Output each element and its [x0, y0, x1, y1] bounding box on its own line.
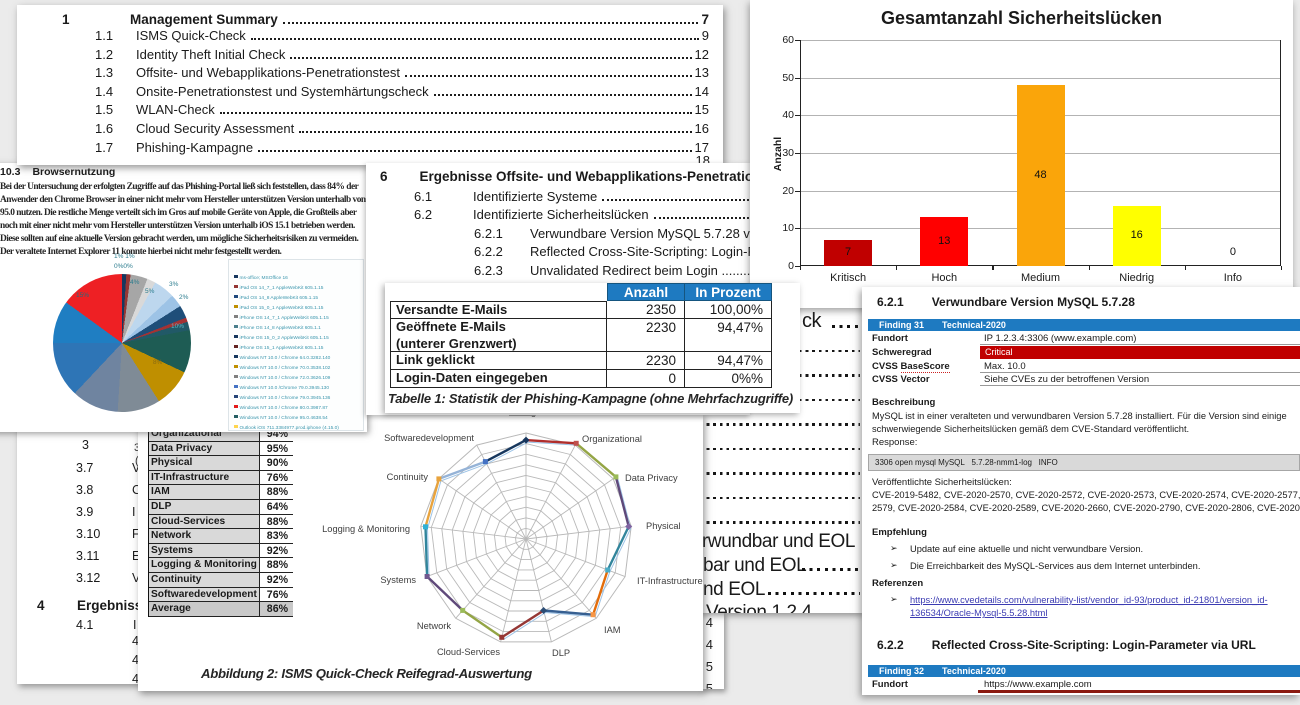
- svg-text:Softwaredevelopment: Softwaredevelopment: [384, 433, 474, 443]
- svg-text:Physical: Physical: [646, 521, 681, 531]
- svg-text:Cloud-Services: Cloud-Services: [437, 647, 500, 657]
- svg-text:Systems: Systems: [380, 575, 416, 585]
- svg-text:IAM: IAM: [604, 625, 621, 635]
- svg-text:Organizational: Organizational: [582, 434, 642, 444]
- svg-text:Network: Network: [417, 621, 451, 631]
- svg-text:DLP: DLP: [552, 648, 570, 658]
- svg-text:Data Privacy: Data Privacy: [625, 473, 678, 483]
- svg-text:IT-Infrastructure: IT-Infrastructure: [637, 576, 703, 586]
- svg-text:Logging & Monitoring: Logging & Monitoring: [322, 524, 410, 534]
- svg-text:Continuity: Continuity: [387, 472, 429, 482]
